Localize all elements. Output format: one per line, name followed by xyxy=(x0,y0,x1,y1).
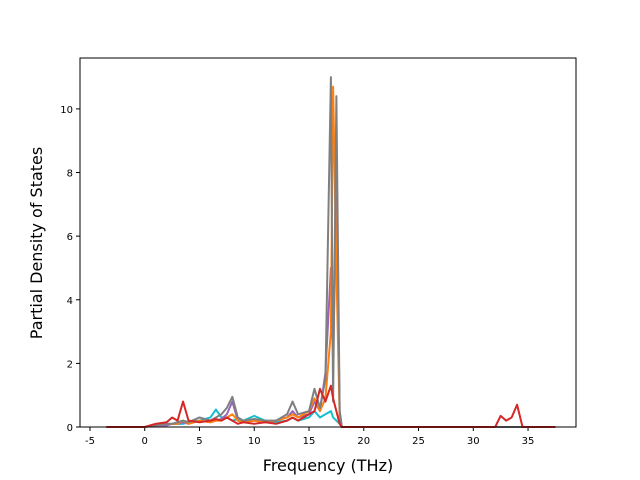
x-tick-label: 15 xyxy=(303,436,316,447)
y-tick-label: 2 xyxy=(67,359,73,370)
pdos-line xyxy=(106,384,556,428)
y-tick-label: 0 xyxy=(67,423,73,434)
x-tick-label: 30 xyxy=(467,436,480,447)
x-tick-label: 10 xyxy=(248,436,261,447)
x-tick-label: -5 xyxy=(85,436,95,447)
plot-frame xyxy=(79,57,577,428)
y-tick-label: 6 xyxy=(67,232,73,243)
x-tick-label: 35 xyxy=(522,436,535,447)
x-tick-label: 25 xyxy=(412,436,425,447)
x-tick-label: 5 xyxy=(196,436,202,447)
x-axis-label: Frequency (THz) xyxy=(263,456,393,475)
y-axis-label: Partial Density of States xyxy=(27,147,46,339)
y-tick-label: 10 xyxy=(60,105,73,116)
x-tick-label: 20 xyxy=(357,436,370,447)
x-tick-label: 0 xyxy=(142,436,148,447)
y-tick-label: 4 xyxy=(67,296,73,307)
y-tick-label: 8 xyxy=(67,169,73,180)
